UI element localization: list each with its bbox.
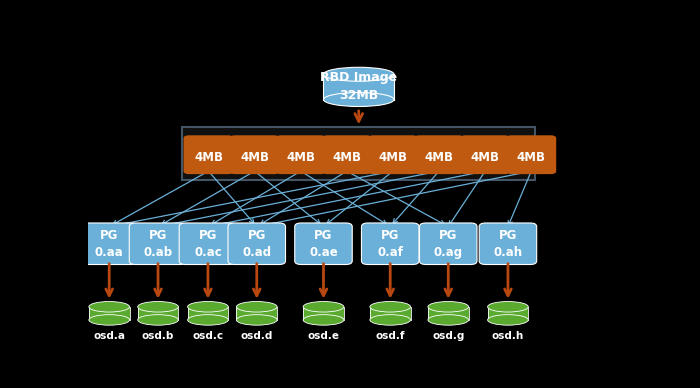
Ellipse shape <box>428 301 468 312</box>
Ellipse shape <box>428 315 468 325</box>
Text: 4MB: 4MB <box>240 151 269 164</box>
Text: 4MB: 4MB <box>194 151 223 164</box>
FancyBboxPatch shape <box>506 135 556 174</box>
FancyBboxPatch shape <box>183 135 233 174</box>
Ellipse shape <box>188 301 228 312</box>
FancyBboxPatch shape <box>419 223 477 265</box>
Bar <box>428 307 468 320</box>
Text: PG
0.ad: PG 0.ad <box>242 229 272 259</box>
Text: 4MB: 4MB <box>470 151 500 164</box>
FancyBboxPatch shape <box>295 223 352 265</box>
Ellipse shape <box>188 315 228 325</box>
Text: osd.c: osd.c <box>193 331 223 341</box>
Ellipse shape <box>488 301 528 312</box>
FancyBboxPatch shape <box>368 135 418 174</box>
FancyBboxPatch shape <box>230 135 279 174</box>
FancyBboxPatch shape <box>228 223 286 265</box>
Ellipse shape <box>303 301 344 312</box>
Text: osd.e: osd.e <box>307 331 340 341</box>
Text: PG
0.ac: PG 0.ac <box>194 229 222 259</box>
Bar <box>89 307 130 320</box>
FancyBboxPatch shape <box>361 223 419 265</box>
FancyBboxPatch shape <box>460 135 510 174</box>
FancyBboxPatch shape <box>130 223 187 265</box>
Ellipse shape <box>323 92 394 107</box>
Text: PG
0.ae: PG 0.ae <box>309 229 338 259</box>
FancyBboxPatch shape <box>276 135 326 174</box>
Ellipse shape <box>237 315 277 325</box>
Bar <box>370 307 411 320</box>
Ellipse shape <box>370 315 411 325</box>
Ellipse shape <box>138 301 178 312</box>
FancyBboxPatch shape <box>322 135 372 174</box>
Bar <box>237 307 277 320</box>
Bar <box>188 307 228 320</box>
FancyBboxPatch shape <box>179 223 237 265</box>
Bar <box>138 307 178 320</box>
Ellipse shape <box>488 315 528 325</box>
Ellipse shape <box>237 301 277 312</box>
Ellipse shape <box>89 315 130 325</box>
Ellipse shape <box>89 301 130 312</box>
Text: 4MB: 4MB <box>517 151 546 164</box>
Text: RBD Image
32MB: RBD Image 32MB <box>320 71 398 102</box>
Text: PG
0.aa: PG 0.aa <box>94 229 124 259</box>
Text: 4MB: 4MB <box>424 151 454 164</box>
Ellipse shape <box>303 315 344 325</box>
Text: osd.h: osd.h <box>492 331 524 341</box>
Ellipse shape <box>323 67 394 81</box>
Text: 4MB: 4MB <box>379 151 407 164</box>
Ellipse shape <box>370 301 411 312</box>
Text: osd.b: osd.b <box>142 331 174 341</box>
FancyBboxPatch shape <box>183 127 535 180</box>
FancyBboxPatch shape <box>414 135 464 174</box>
Text: PG
0.ab: PG 0.ab <box>144 229 173 259</box>
Text: osd.d: osd.d <box>241 331 273 341</box>
Text: PG
0.ah: PG 0.ah <box>494 229 522 259</box>
Text: PG
0.af: PG 0.af <box>377 229 403 259</box>
Ellipse shape <box>138 315 178 325</box>
Text: 4MB: 4MB <box>332 151 361 164</box>
Bar <box>303 307 344 320</box>
FancyBboxPatch shape <box>480 223 537 265</box>
Text: osd.f: osd.f <box>375 331 405 341</box>
Text: PG
0.ag: PG 0.ag <box>434 229 463 259</box>
Bar <box>323 74 394 99</box>
Bar <box>488 307 528 320</box>
Text: osd.g: osd.g <box>432 331 465 341</box>
Text: osd.a: osd.a <box>93 331 125 341</box>
FancyBboxPatch shape <box>80 223 138 265</box>
Text: 4MB: 4MB <box>286 151 315 164</box>
